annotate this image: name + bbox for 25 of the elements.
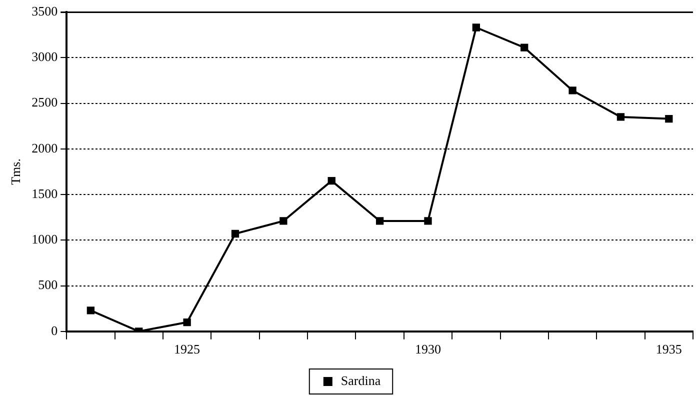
x-tick-label: 1935 <box>656 342 682 357</box>
point <box>231 230 240 238</box>
point <box>424 217 432 225</box>
point <box>472 24 480 32</box>
x-tick-label: 1930 <box>414 342 441 357</box>
y-axis-title: Tms. <box>8 158 24 185</box>
point <box>520 44 528 52</box>
y-tick-label: 1000 <box>32 232 58 247</box>
point <box>280 217 288 225</box>
point <box>328 177 336 185</box>
legend-label: Sardina <box>340 372 381 388</box>
x-tick-label: 1925 <box>174 342 200 357</box>
y-tick-label: 2000 <box>32 140 58 156</box>
point <box>86 306 95 314</box>
point <box>376 217 384 225</box>
point <box>665 114 673 123</box>
y-tick-label: 0 <box>51 322 58 338</box>
point <box>568 86 576 94</box>
point <box>183 318 191 326</box>
y-tick-label: 3000 <box>32 49 58 64</box>
y-tick-label: 500 <box>38 277 58 292</box>
y-tick-label: 2500 <box>32 94 58 110</box>
y-tick-label: 1500 <box>32 186 58 201</box>
y-tick-label: 3500 <box>32 3 58 18</box>
point <box>616 113 625 121</box>
